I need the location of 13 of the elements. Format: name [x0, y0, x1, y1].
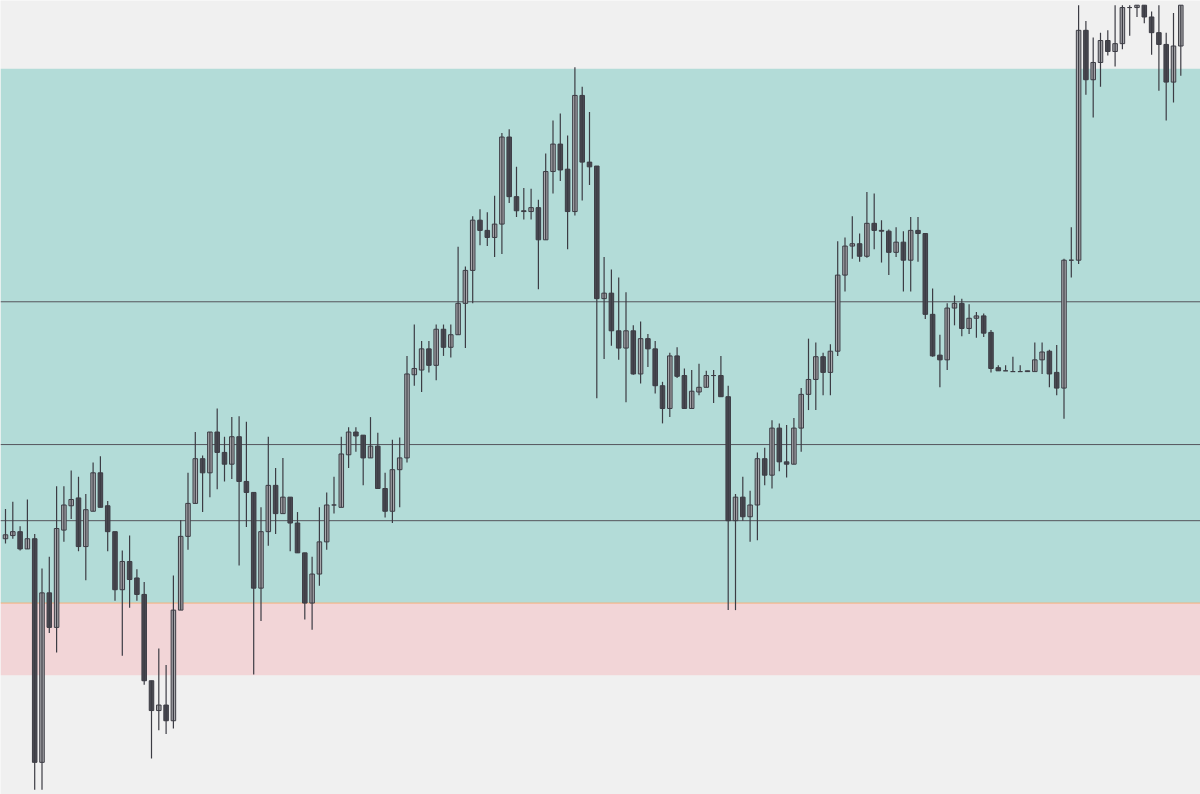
candlestick	[973, 311, 980, 339]
candlestick	[462, 265, 469, 349]
candlestick	[652, 340, 658, 395]
candlestick	[849, 215, 856, 260]
candlestick	[798, 387, 804, 453]
candlestick	[323, 491, 330, 551]
candlestick	[396, 436, 403, 508]
candlestick	[316, 506, 323, 587]
candlestick	[1178, 4, 1184, 77]
candlestick	[338, 436, 345, 508]
candlestick	[448, 323, 454, 359]
candlestick	[1024, 370, 1031, 373]
candlestick	[1032, 341, 1038, 373]
